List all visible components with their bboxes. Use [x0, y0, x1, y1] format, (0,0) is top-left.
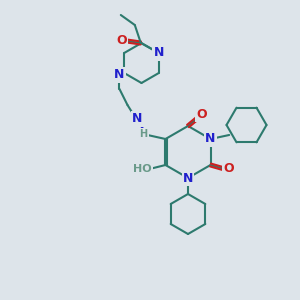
- Text: N: N: [154, 46, 164, 59]
- Text: N: N: [114, 68, 125, 82]
- Text: O: O: [223, 163, 234, 176]
- Text: O: O: [197, 107, 207, 121]
- Text: N: N: [205, 133, 216, 146]
- Text: N: N: [132, 112, 143, 125]
- Text: O: O: [116, 34, 127, 46]
- Text: N: N: [183, 172, 193, 184]
- Text: HO: HO: [133, 164, 152, 174]
- Text: H: H: [140, 129, 148, 139]
